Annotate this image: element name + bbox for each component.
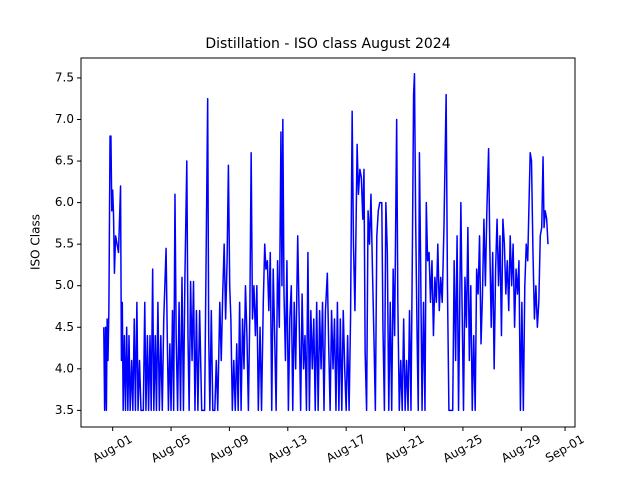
x-tick-label: Aug-21 — [382, 432, 426, 466]
x-tick-label: Aug-09 — [207, 432, 251, 466]
y-tick-label: 5.0 — [55, 278, 74, 292]
y-tick-label: 6.5 — [55, 154, 74, 168]
y-tick-label: 6.0 — [55, 195, 74, 209]
chart-title: Distillation - ISO class August 2024 — [205, 36, 450, 52]
y-tick-label: 4.0 — [55, 361, 74, 375]
y-axis-label: ISO Class — [29, 214, 43, 270]
x-tick-label: Aug-29 — [499, 432, 543, 466]
data-line — [103, 73, 549, 412]
y-tick-label: 7.5 — [55, 70, 74, 84]
y-tick-label: 5.5 — [55, 237, 74, 251]
x-tick-label: Aug-25 — [441, 432, 485, 466]
y-tick-label: 4.5 — [55, 320, 74, 334]
x-tick-label: Aug-01 — [90, 432, 134, 466]
plot-frame — [80, 57, 576, 428]
y-tick-label: 3.5 — [55, 403, 74, 417]
x-tick-label: Aug-05 — [149, 432, 193, 466]
x-tick-label: Sep-01 — [543, 432, 587, 465]
x-tick-label: Aug-13 — [265, 432, 309, 466]
x-tick-label: Aug-17 — [324, 432, 368, 466]
y-tick-label: 7.0 — [55, 112, 74, 126]
